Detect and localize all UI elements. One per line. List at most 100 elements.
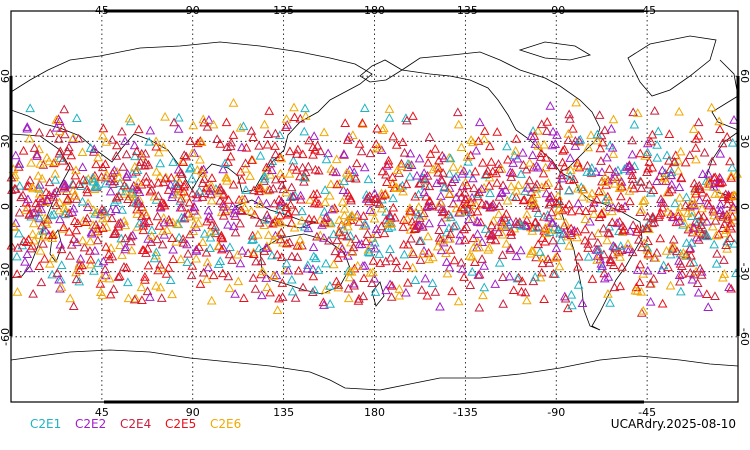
observation-point-c2e5 xyxy=(388,131,399,141)
observation-point-c2e1 xyxy=(403,158,413,168)
bottom-tick-label: 180 xyxy=(364,406,385,419)
observation-point-c2e4 xyxy=(710,215,721,225)
observation-point-c2e2 xyxy=(454,235,465,245)
observation-point-c2e6 xyxy=(213,241,224,251)
observation-point-c2e4 xyxy=(215,182,225,192)
observation-point-c2e1 xyxy=(405,171,415,181)
observation-point-c2e2 xyxy=(472,217,483,226)
observation-point-c2e1 xyxy=(479,282,490,292)
observation-point-c2e4 xyxy=(118,162,129,171)
observation-point-c2e2 xyxy=(122,169,133,178)
observation-point-c2e5 xyxy=(297,149,308,159)
observation-point-c2e5 xyxy=(221,117,232,127)
observation-point-c2e5 xyxy=(410,191,421,201)
observation-point-c2e5 xyxy=(331,276,342,286)
observation-point-c2e6 xyxy=(688,124,699,133)
coastline-south-america xyxy=(559,171,643,331)
observation-point-c2e4 xyxy=(531,203,542,212)
observation-point-c2e2 xyxy=(331,167,342,177)
observation-point-c2e5 xyxy=(133,198,143,208)
observation-point-c2e2 xyxy=(504,271,515,281)
observation-point-c2e6 xyxy=(604,195,614,205)
observation-point-c2e1 xyxy=(56,260,67,269)
observation-point-c2e5 xyxy=(614,216,625,226)
observation-point-c2e4 xyxy=(265,158,276,168)
observation-point-c2e6 xyxy=(610,178,620,188)
observation-point-c2e4 xyxy=(68,301,79,311)
observation-point-c2e2 xyxy=(728,202,739,212)
observation-point-c2e5 xyxy=(574,205,585,215)
observation-point-c2e1 xyxy=(220,158,230,168)
observation-point-c2e1 xyxy=(446,212,456,221)
observation-point-c2e2 xyxy=(105,186,116,196)
observation-point-c2e5 xyxy=(486,230,497,240)
observation-point-c2e6 xyxy=(383,219,394,228)
observation-point-c2e6 xyxy=(530,199,540,208)
observation-point-c2e5 xyxy=(131,166,141,176)
observation-point-c2e5 xyxy=(484,181,495,190)
observation-point-c2e1 xyxy=(225,242,235,252)
observation-point-c2e1 xyxy=(384,112,395,122)
observation-point-c2e4 xyxy=(430,287,441,296)
observation-point-c2e6 xyxy=(240,163,251,173)
observation-point-c2e6 xyxy=(371,143,382,153)
observation-point-c2e5 xyxy=(402,277,413,287)
observation-point-c2e2 xyxy=(674,182,685,192)
observation-point-c2e5 xyxy=(85,245,95,255)
observation-point-c2e4 xyxy=(307,287,318,297)
observation-point-c2e6 xyxy=(674,106,684,116)
observation-point-c2e2 xyxy=(14,158,25,168)
observation-point-c2e6 xyxy=(659,172,670,182)
observation-point-c2e4 xyxy=(528,276,539,286)
observation-point-c2e4 xyxy=(54,148,65,158)
observation-point-c2e5 xyxy=(19,236,29,245)
bottom-tick-label: -45 xyxy=(638,406,656,419)
observation-point-c2e4 xyxy=(254,217,265,227)
observation-point-c2e6 xyxy=(545,224,556,234)
observation-point-c2e6 xyxy=(188,120,199,130)
observation-point-c2e6 xyxy=(206,295,217,305)
observation-point-c2e5 xyxy=(486,157,497,166)
observation-point-c2e6 xyxy=(650,253,661,263)
observation-point-c2e2 xyxy=(308,242,319,252)
observation-point-c2e5 xyxy=(98,123,109,133)
observation-point-c2e4 xyxy=(123,194,133,203)
observation-point-c2e6 xyxy=(392,165,403,174)
observation-point-c2e5 xyxy=(274,293,284,303)
left-tick-label: -30 xyxy=(0,263,12,281)
observation-point-c2e5 xyxy=(104,254,115,264)
observation-point-c2e4 xyxy=(627,135,638,145)
observation-point-c2e6 xyxy=(101,222,112,231)
observation-point-c2e4 xyxy=(79,242,90,252)
observation-point-c2e2 xyxy=(457,264,468,273)
observation-point-c2e5 xyxy=(657,298,668,308)
observation-point-c2e4 xyxy=(177,169,187,178)
observation-point-c2e2 xyxy=(55,214,65,224)
observation-point-c2e4 xyxy=(153,190,164,200)
observation-point-c2e5 xyxy=(72,218,83,227)
observation-point-c2e4 xyxy=(685,150,695,160)
observation-point-c2e6 xyxy=(343,221,353,231)
observation-point-c2e5 xyxy=(503,154,513,164)
observation-point-c2e5 xyxy=(358,211,369,220)
observation-point-c2e6 xyxy=(527,196,538,206)
observation-point-c2e2 xyxy=(49,188,60,197)
observation-point-c2e2 xyxy=(369,188,380,198)
observation-point-c2e5 xyxy=(177,202,187,212)
observation-point-c2e4 xyxy=(448,198,459,208)
observation-point-c2e5 xyxy=(506,226,517,236)
observation-point-c2e6 xyxy=(269,234,279,244)
observation-point-c2e6 xyxy=(638,196,648,206)
observation-point-c2e4 xyxy=(224,249,235,259)
observation-point-c2e5 xyxy=(141,177,152,186)
observation-point-c2e1 xyxy=(50,174,61,184)
observation-point-c2e5 xyxy=(616,203,627,213)
observation-point-c2e2 xyxy=(624,161,635,171)
observation-point-c2e1 xyxy=(652,152,663,162)
observation-point-c2e5 xyxy=(111,192,122,202)
right-tick-label: 30 xyxy=(738,134,750,148)
observation-point-c2e6 xyxy=(83,198,93,208)
observation-point-c2e1 xyxy=(313,265,324,274)
observation-point-c2e4 xyxy=(649,105,660,115)
observation-point-c2e4 xyxy=(494,163,505,173)
